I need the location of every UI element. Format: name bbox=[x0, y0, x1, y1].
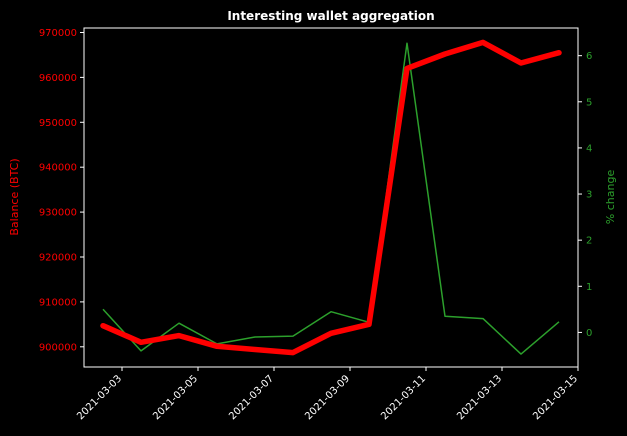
x-axis: 2021-03-03 2021-03-05 2021-03-07 2021-03-09… bbox=[75, 367, 580, 422]
x-tick-label: 2021-03-07 bbox=[227, 373, 276, 422]
left-axis-label: Balance (BTC) bbox=[8, 158, 21, 235]
left-tick-label: 940000 bbox=[39, 163, 77, 174]
right-tick-label: 0 bbox=[586, 328, 592, 339]
left-tick-label: 910000 bbox=[39, 297, 77, 308]
right-tick-label: 4 bbox=[586, 143, 592, 154]
plot-frame bbox=[83, 27, 579, 368]
x-tick-label: 2021-03-03 bbox=[75, 373, 124, 422]
left-y-axis: 900000 910000 920000 930000 940000 950000 9600… bbox=[39, 28, 84, 353]
chart-title: Interesting wallet aggregation bbox=[227, 9, 434, 23]
right-tick-label: 1 bbox=[586, 282, 592, 293]
series-layer bbox=[100, 39, 562, 356]
right-tick-label: 5 bbox=[586, 97, 592, 108]
right-axis-label: % change bbox=[604, 170, 617, 225]
series-line-pct-change bbox=[102, 42, 560, 355]
right-tick-label: 6 bbox=[586, 51, 592, 62]
series-line-balance bbox=[100, 39, 562, 356]
left-tick-label: 920000 bbox=[39, 252, 77, 263]
left-tick-label: 960000 bbox=[39, 73, 77, 84]
x-tick-label: 2021-03-05 bbox=[151, 373, 200, 422]
right-tick-label: 2 bbox=[586, 236, 592, 247]
x-tick-label: 2021-03-11 bbox=[379, 373, 428, 422]
left-tick-label: 900000 bbox=[39, 342, 77, 353]
x-tick-label: 2021-03-13 bbox=[455, 373, 504, 422]
left-tick-label: 970000 bbox=[39, 28, 77, 39]
x-tick-label: 2021-03-09 bbox=[303, 373, 352, 422]
right-tick-label: 3 bbox=[586, 190, 592, 201]
right-y-axis: 0 1 2 3 4 5 6 bbox=[578, 51, 592, 339]
x-tick-label: 2021-03-15 bbox=[531, 373, 580, 422]
left-tick-label: 930000 bbox=[39, 208, 77, 219]
left-tick-label: 950000 bbox=[39, 118, 77, 129]
